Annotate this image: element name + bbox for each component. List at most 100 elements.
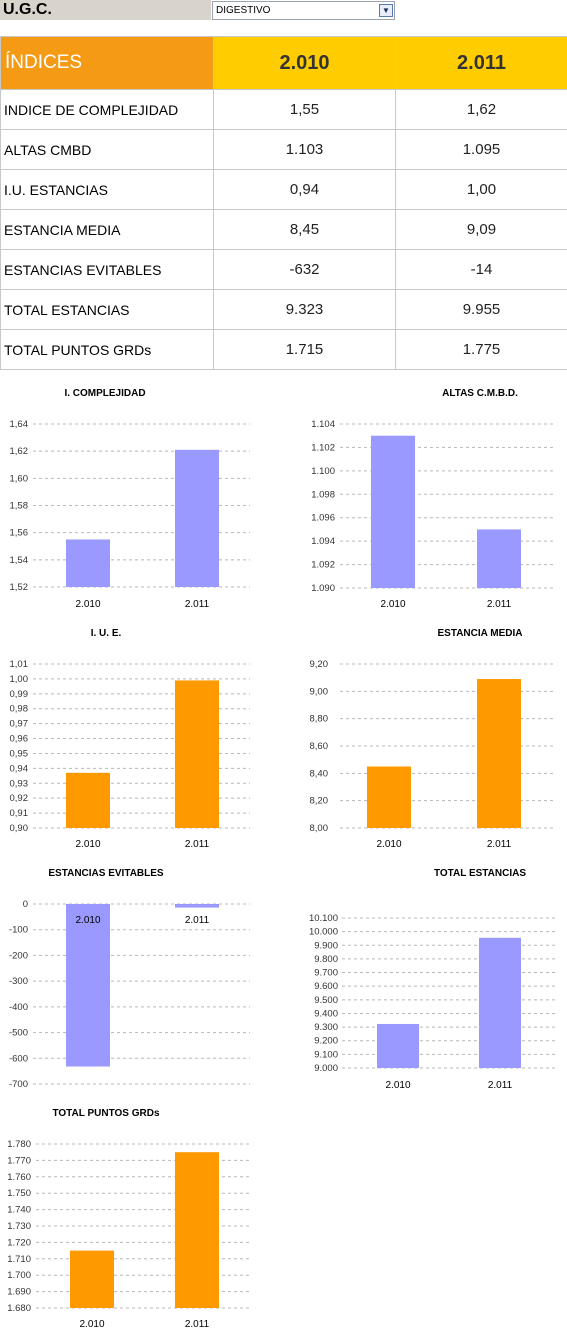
row-value-2010: 0,94 [213,169,396,210]
y-tick-label: 1.730 [7,1221,31,1232]
y-tick-label: 1.780 [7,1139,31,1150]
y-tick-label: 9.500 [314,995,338,1006]
table-row: TOTAL ESTANCIAS 9.323 9.955 [0,289,567,330]
y-tick-label: 0,95 [10,748,29,759]
row-value-2010: 9.323 [213,289,396,330]
y-tick-label: 1.690 [7,1287,31,1298]
row-value-2011: 9.955 [395,289,567,330]
y-tick-label: 0,94 [10,763,29,774]
x-tick-label: 2.011 [185,599,210,610]
x-tick-label: 2.010 [75,915,100,926]
chart-title: TOTAL PUNTOS GRDs [52,1108,159,1119]
table-row: INDICE DE COMPLEJIDAD 1,55 1,62 [0,89,567,130]
row-value-2011: 9,09 [395,209,567,250]
row-label: ALTAS CMBD [0,129,214,170]
y-tick-label: 9.400 [314,1008,338,1019]
table-row: ESTANCIAS EVITABLES -632 -14 [0,249,567,290]
y-tick-label: 0,93 [10,778,29,789]
y-tick-label: 1.092 [311,560,335,571]
x-tick-label: 2.010 [75,839,100,850]
y-tick-label: 1.760 [7,1172,31,1183]
bar-2.011 [479,937,521,1068]
y-tick-label: 1.710 [7,1254,31,1265]
bar-2.010 [371,435,415,588]
header-year-2010: 2.010 [213,36,396,90]
y-tick-label: 1.740 [7,1205,31,1216]
chart-title: I. COMPLEJIDAD [64,388,145,399]
y-tick-label: 1.098 [311,489,335,500]
row-label: TOTAL ESTANCIAS [0,289,214,330]
y-tick-label: 1,54 [10,555,29,566]
ugc-dropdown-value: DIGESTIVO [216,5,271,16]
y-tick-label: 1,64 [10,419,29,430]
y-tick-label: 0,98 [10,704,29,715]
x-tick-label: 2.010 [75,599,100,610]
bar-2.011 [477,679,521,828]
y-tick-label: 1.104 [311,419,335,430]
row-value-2010: 1.715 [213,329,396,370]
y-tick-label: 0,99 [10,689,29,700]
y-tick-label: 1.094 [311,536,335,547]
y-tick-label: 1,60 [10,473,29,484]
y-tick-label: -400 [9,1002,28,1013]
table-row: TOTAL PUNTOS GRDs 1.715 1.775 [0,329,567,370]
row-value-2011: -14 [395,249,567,290]
x-tick-label: 2.010 [376,839,401,850]
bar-2.011 [175,680,219,828]
ugc-dropdown[interactable]: DIGESTIVO ▼ [212,1,395,20]
y-tick-label: 1.680 [7,1303,31,1314]
chart-title: TOTAL ESTANCIAS [434,868,526,879]
row-label: TOTAL PUNTOS GRDs [0,329,214,370]
row-label: ESTANCIA MEDIA [0,209,214,250]
row-value-2011: 1.095 [395,129,567,170]
y-tick-label: 9.300 [314,1022,338,1033]
y-tick-label: 0,92 [10,793,29,804]
row-value-2011: 1,00 [395,169,567,210]
x-tick-label: 2.011 [488,1080,513,1091]
y-tick-label: 8,60 [310,741,329,752]
y-tick-label: 1.750 [7,1188,31,1199]
x-tick-label: 2.010 [385,1080,410,1091]
y-tick-label: 1,62 [10,446,29,457]
chevron-down-icon[interactable]: ▼ [379,4,393,17]
y-tick-label: 1.096 [311,513,335,524]
table-row: I.U. ESTANCIAS 0,94 1,00 [0,169,567,210]
ugc-label: U.G.C. [0,0,211,20]
header-indices: ÍNDICES [0,36,214,90]
x-tick-label: 2.011 [185,1319,210,1330]
y-tick-label: 8,80 [310,714,329,725]
y-tick-label: 9.700 [314,968,338,979]
y-tick-label: 9.000 [314,1063,338,1074]
y-tick-label: 1,00 [10,674,29,685]
y-tick-label: 9.200 [314,1036,338,1047]
y-tick-label: 9.600 [314,981,338,992]
y-tick-label: 0,90 [10,823,29,834]
row-label: ESTANCIAS EVITABLES [0,249,214,290]
bar-2.010 [70,1250,114,1308]
x-tick-label: 2.011 [185,915,210,926]
x-tick-label: 2.010 [79,1319,104,1330]
y-tick-label: 9.800 [314,954,338,965]
y-tick-label: 8,00 [310,823,329,834]
y-tick-label: 1,56 [10,528,29,539]
y-tick-label: 10.100 [309,913,338,924]
header-year-2011: 2.011 [395,36,567,90]
table-header-row: ÍNDICES 2.010 2.011 [0,36,567,90]
bar-2.010 [66,772,110,828]
bar-2.011 [175,1152,219,1308]
chart-title: ALTAS C.M.B.D. [442,388,518,399]
row-value-2010: -632 [213,249,396,290]
bar-2.011 [175,904,219,908]
chart-title: ESTANCIA MEDIA [438,628,523,639]
bar-2.011 [477,529,521,588]
indices-table: ÍNDICES 2.010 2.011 INDICE DE COMPLEJIDA… [0,36,567,370]
y-tick-label: 0,91 [10,808,29,819]
y-tick-label: 0,96 [10,734,29,745]
row-label: INDICE DE COMPLEJIDAD [0,89,214,130]
row-value-2010: 1,55 [213,89,396,130]
table-row: ESTANCIA MEDIA 8,45 9,09 [0,209,567,250]
bar-2.010 [367,766,411,828]
y-tick-label: 1,52 [10,582,29,593]
row-value-2010: 1.103 [213,129,396,170]
bar-2.010 [66,904,110,1067]
